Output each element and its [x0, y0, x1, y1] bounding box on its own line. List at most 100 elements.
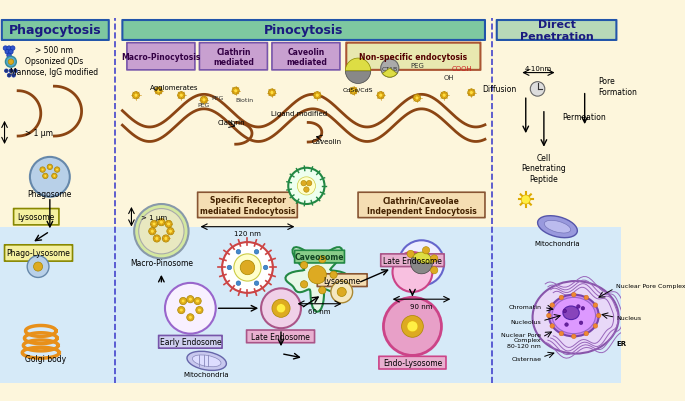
Text: Macro-Pinosome: Macro-Pinosome [130, 259, 193, 268]
Circle shape [5, 70, 8, 73]
Circle shape [27, 256, 49, 278]
Text: > 1 μm: > 1 μm [140, 214, 166, 220]
FancyBboxPatch shape [2, 21, 109, 41]
Circle shape [7, 54, 12, 59]
Circle shape [47, 165, 53, 170]
Text: Mitochondria: Mitochondria [535, 241, 580, 246]
Circle shape [165, 221, 172, 228]
Text: Endo-Lysosome: Endo-Lysosome [383, 358, 442, 367]
Text: Clathrin/Caveolae
Independent Endocytosis: Clathrin/Caveolae Independent Endocytosi… [366, 196, 476, 215]
FancyBboxPatch shape [247, 330, 314, 343]
Ellipse shape [538, 216, 577, 238]
Text: Mannose, IgG modified: Mannose, IgG modified [10, 68, 99, 77]
Circle shape [132, 92, 140, 99]
Text: PEG: PEG [410, 63, 424, 69]
Circle shape [303, 187, 309, 193]
Circle shape [55, 169, 58, 172]
Text: Early Endosome: Early Endosome [160, 338, 221, 346]
Text: ER: ER [616, 340, 627, 346]
Circle shape [166, 228, 174, 235]
Ellipse shape [552, 298, 595, 334]
Circle shape [177, 92, 185, 99]
Circle shape [188, 316, 192, 319]
Circle shape [521, 195, 530, 205]
Circle shape [319, 256, 326, 263]
Circle shape [337, 288, 347, 297]
FancyBboxPatch shape [5, 245, 73, 261]
Text: Biotin: Biotin [236, 98, 254, 103]
Circle shape [200, 97, 208, 104]
Circle shape [12, 74, 15, 78]
Circle shape [393, 253, 432, 292]
Circle shape [350, 88, 357, 95]
Text: Diffusion: Diffusion [482, 85, 516, 94]
Circle shape [297, 177, 316, 195]
Circle shape [194, 298, 201, 305]
Circle shape [160, 221, 163, 225]
Text: Agglomerates: Agglomerates [150, 85, 198, 91]
Circle shape [469, 91, 473, 95]
Text: Direct
Penetration: Direct Penetration [520, 20, 593, 42]
Circle shape [41, 169, 44, 172]
Circle shape [164, 237, 168, 241]
Circle shape [261, 289, 301, 328]
Text: Lysosome: Lysosome [323, 276, 360, 285]
FancyBboxPatch shape [272, 44, 340, 71]
Circle shape [288, 168, 325, 205]
Polygon shape [345, 72, 371, 84]
Ellipse shape [192, 355, 221, 367]
Circle shape [564, 323, 569, 326]
Circle shape [202, 99, 206, 102]
FancyBboxPatch shape [199, 44, 267, 71]
Text: 4-10nm: 4-10nm [525, 66, 552, 72]
Circle shape [331, 282, 353, 303]
Circle shape [3, 47, 8, 51]
FancyBboxPatch shape [358, 193, 485, 218]
Circle shape [308, 266, 326, 284]
Circle shape [272, 300, 290, 318]
Circle shape [577, 305, 580, 308]
Circle shape [319, 287, 326, 294]
Circle shape [222, 243, 273, 293]
Circle shape [182, 300, 185, 303]
Circle shape [157, 90, 160, 93]
Circle shape [401, 316, 423, 337]
Circle shape [379, 94, 382, 98]
Text: Caveosome: Caveosome [295, 253, 344, 261]
Text: Ligand modified: Ligand modified [271, 111, 327, 117]
Circle shape [34, 262, 42, 271]
Circle shape [236, 281, 240, 286]
Circle shape [227, 265, 232, 270]
Text: Macro-Pinocytosis: Macro-Pinocytosis [122, 53, 201, 62]
Text: Permeation: Permeation [562, 112, 606, 121]
Circle shape [530, 83, 545, 97]
Circle shape [440, 92, 448, 99]
Circle shape [162, 235, 169, 243]
Circle shape [197, 308, 201, 312]
Text: Nucleolus: Nucleolus [510, 320, 541, 324]
Circle shape [584, 296, 588, 300]
Circle shape [166, 223, 171, 226]
Circle shape [263, 265, 268, 270]
Circle shape [240, 261, 255, 275]
Circle shape [254, 281, 259, 286]
Circle shape [155, 237, 159, 241]
Circle shape [179, 94, 183, 98]
Circle shape [301, 262, 308, 269]
Circle shape [53, 175, 55, 178]
Ellipse shape [545, 221, 571, 233]
Circle shape [407, 251, 414, 258]
FancyBboxPatch shape [497, 21, 616, 41]
Ellipse shape [532, 282, 619, 354]
FancyBboxPatch shape [159, 336, 222, 348]
Circle shape [5, 51, 10, 55]
Circle shape [593, 324, 597, 328]
FancyBboxPatch shape [123, 21, 485, 41]
Polygon shape [412, 253, 432, 263]
Circle shape [165, 283, 216, 334]
Circle shape [179, 308, 183, 312]
Text: Nuclear Pore
Complex
80-120 nm: Nuclear Pore Complex 80-120 nm [501, 332, 541, 348]
Text: Nucleus: Nucleus [616, 315, 642, 320]
Circle shape [196, 300, 199, 303]
Ellipse shape [549, 295, 599, 336]
